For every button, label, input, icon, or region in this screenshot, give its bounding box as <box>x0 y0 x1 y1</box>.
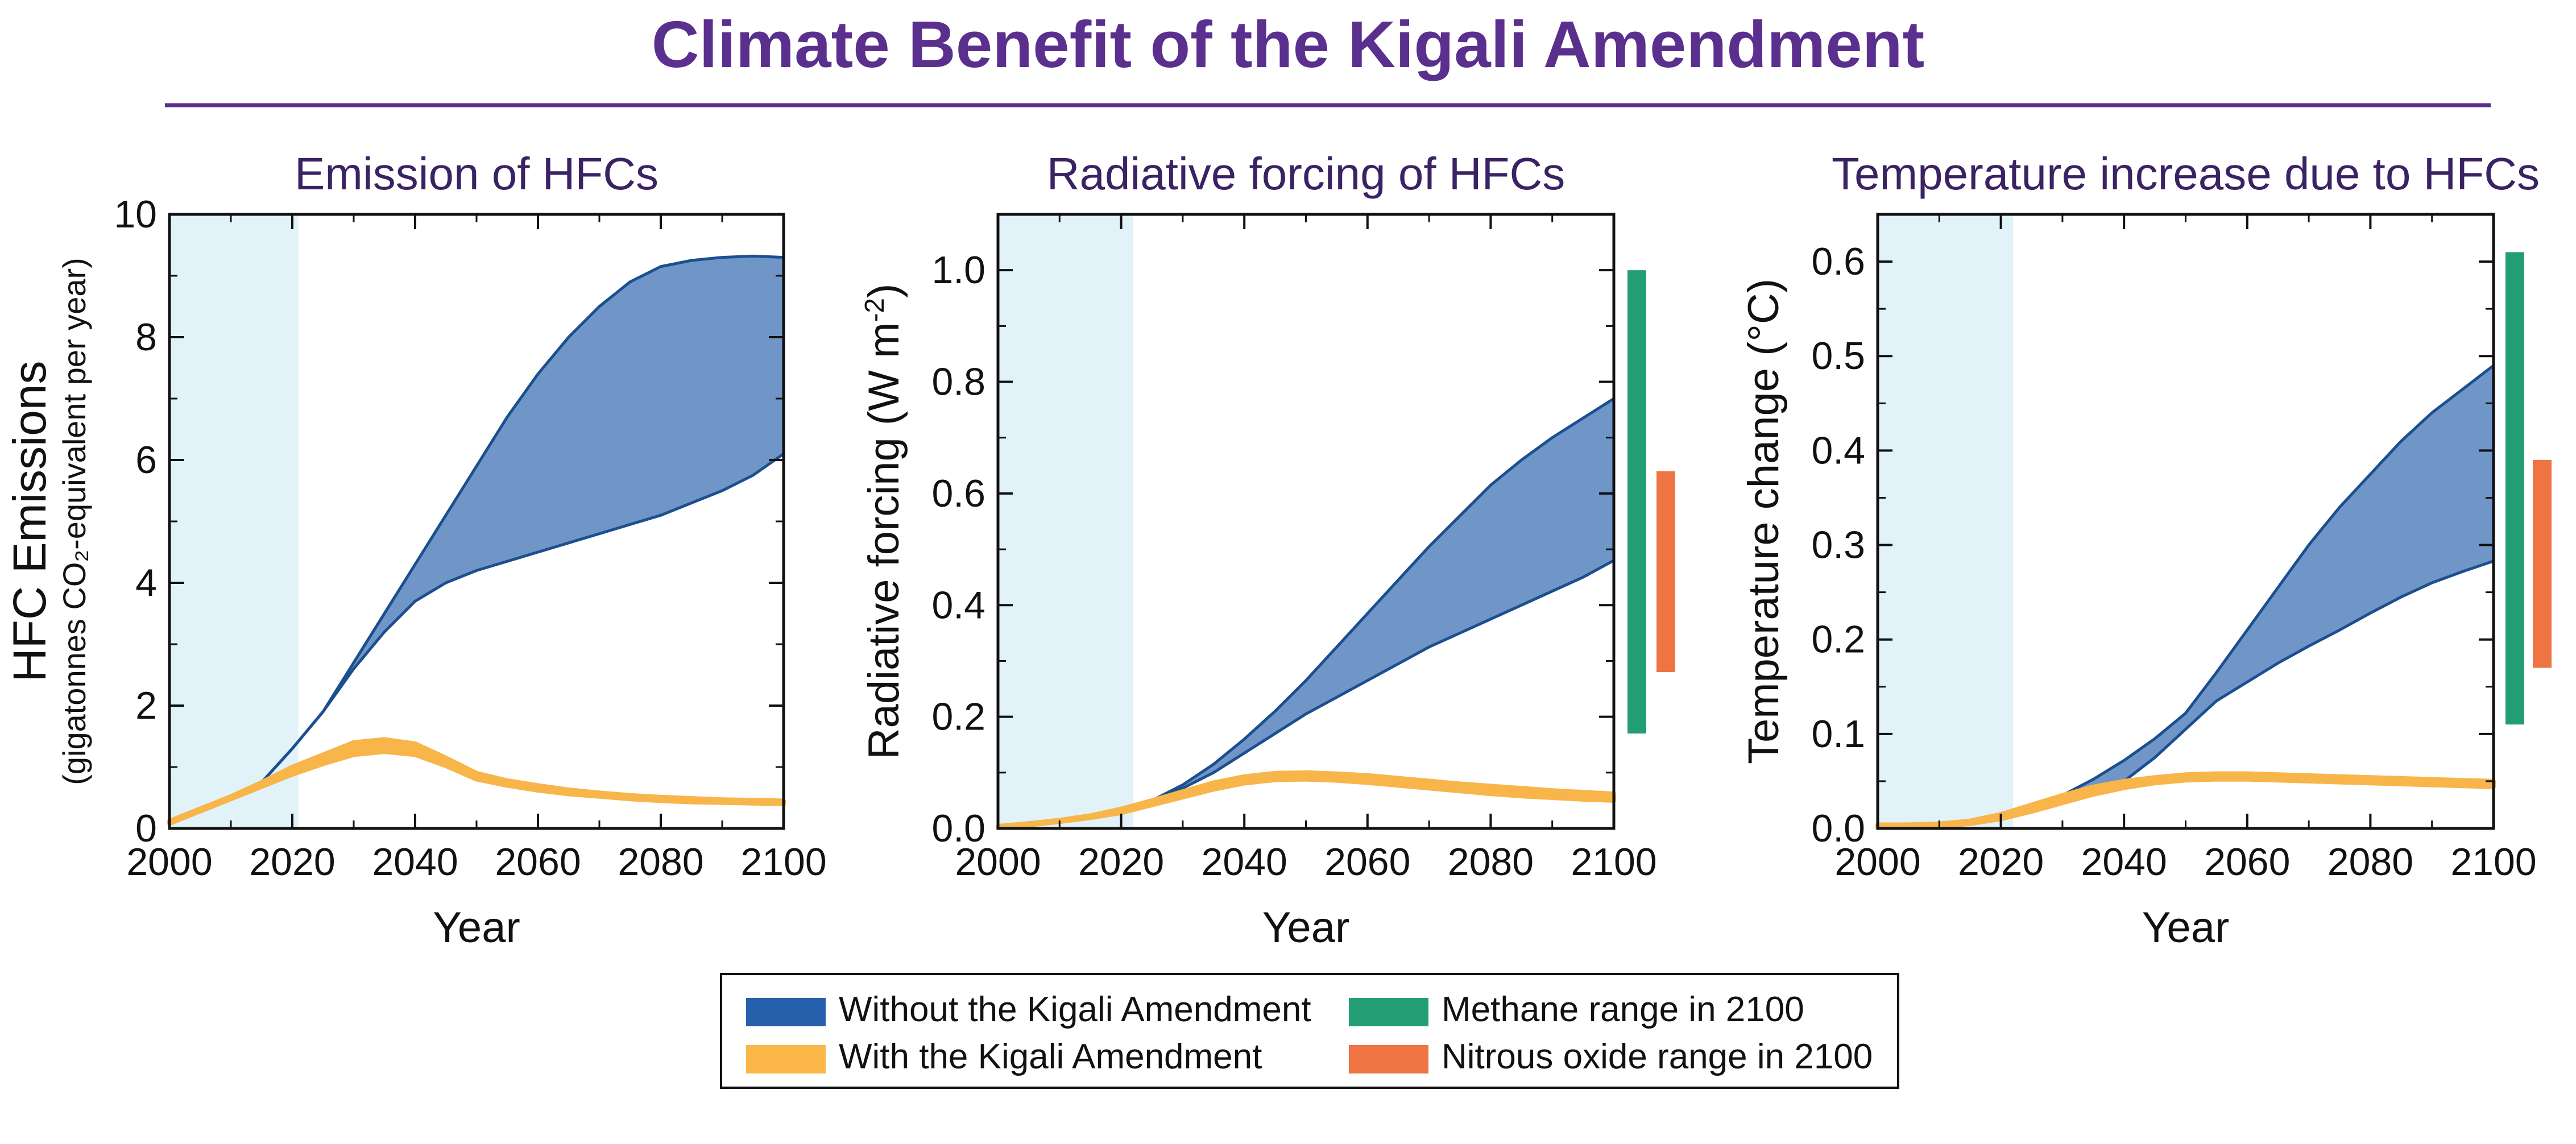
y-tick-label: 0.0 <box>1811 807 1865 850</box>
y-axis-sublabel: (gigatonnes CO₂-equivalent per year) <box>56 258 92 785</box>
x-tick-label: 2000 <box>126 840 212 884</box>
y-tick-label: 10 <box>114 193 157 236</box>
y-axis-label-end: ) <box>860 284 908 298</box>
x-tick-label: 2020 <box>1958 840 2044 884</box>
x-tick-label: 2000 <box>1834 840 1920 884</box>
without-kigali-lower-line <box>169 453 785 824</box>
y-tick-label: 0.2 <box>931 695 985 739</box>
y-tick-label: 1.0 <box>931 248 985 292</box>
x-tick-label: 2040 <box>1202 840 1287 884</box>
x-tick-label: 2100 <box>740 840 826 884</box>
legend-swatch-nitrous <box>1349 1045 1428 1073</box>
methane-range-bar <box>2505 252 2524 725</box>
x-axis-label: Year <box>433 903 520 952</box>
historical-period-shade <box>169 214 299 828</box>
y-tick-label: 0.6 <box>931 472 985 515</box>
without-kigali-band <box>1878 365 2494 826</box>
y-tick-label: 2 <box>135 684 157 727</box>
legend-label-methane: Methane range in 2100 <box>1442 990 1804 1029</box>
y-tick-label: 0.2 <box>1811 618 1865 661</box>
y-tick-label: 0.6 <box>1811 240 1865 283</box>
legend-box <box>720 973 1899 1089</box>
panel-title: Emission of HFCs <box>295 148 659 199</box>
legend-label-without: Without the Kigali Amendment <box>839 990 1311 1029</box>
x-tick-label: 2040 <box>2081 840 2167 884</box>
methane-range-bar <box>1627 270 1646 734</box>
legend-label-with: With the Kigali Amendment <box>839 1037 1262 1076</box>
x-tick-label: 2080 <box>618 840 703 884</box>
y-tick-label: 0.0 <box>931 807 985 850</box>
y-tick-label: 0.8 <box>931 360 985 404</box>
x-tick-label: 2080 <box>1448 840 1534 884</box>
x-tick-label: 2060 <box>495 840 581 884</box>
without-kigali-band <box>998 399 1614 827</box>
historical-period-shade <box>998 214 1134 828</box>
y-tick-label: 0.3 <box>1811 524 1865 567</box>
panel-title: Temperature increase due to HFCs <box>1832 148 2540 199</box>
y-axis-label: Radiative forcing (W m-2) <box>860 284 909 760</box>
x-tick-label: 2000 <box>955 840 1041 884</box>
y-axis-label-superscript: -2 <box>860 298 890 322</box>
legend-swatch-with <box>746 1045 826 1073</box>
x-tick-label: 2020 <box>1078 840 1164 884</box>
nitrous-oxide-range-bar <box>2533 460 2552 668</box>
y-tick-label: 0.1 <box>1811 712 1865 756</box>
x-tick-label: 2100 <box>1571 840 1656 884</box>
x-tick-label: 2080 <box>2327 840 2413 884</box>
figure-title: Climate Benefit of the Kigali Amendment <box>652 7 1925 81</box>
without-kigali-band <box>169 256 784 823</box>
y-tick-label: 0 <box>135 807 157 850</box>
nitrous-oxide-range-bar <box>1656 471 1675 673</box>
panel-radiative-forcing: Radiative forcing of HFCs 2000 2020 2040 206… <box>860 148 1675 952</box>
y-tick-label: 4 <box>135 561 157 604</box>
y-tick-label: 8 <box>135 316 157 359</box>
y-tick-label: 0.4 <box>931 583 985 627</box>
y-tick-label: 6 <box>135 438 157 482</box>
x-axis-label: Year <box>2142 903 2230 952</box>
y-axis-label: HFC Emissions <box>4 361 56 682</box>
x-tick-label: 2060 <box>1324 840 1410 884</box>
panel-title: Radiative forcing of HFCs <box>1047 148 1565 199</box>
legend-swatch-methane <box>1349 998 1428 1026</box>
x-tick-label: 2040 <box>372 840 458 884</box>
x-tick-label: 2060 <box>2204 840 2290 884</box>
x-tick-label: 2100 <box>2450 840 2536 884</box>
y-tick-label: 0.4 <box>1811 429 1865 472</box>
panel-temperature-change: Temperature increase due to HFCs 2000 2020… <box>1740 148 2552 952</box>
legend: Without the Kigali Amendment With the Ki… <box>720 973 1899 1089</box>
y-tick-label: 0.5 <box>1811 334 1865 378</box>
historical-period-shade <box>1878 214 2014 828</box>
legend-swatch-without <box>746 998 826 1026</box>
y-axis-label: Temperature change (°C) <box>1740 279 1788 764</box>
legend-label-nitrous: Nitrous oxide range in 2100 <box>1442 1037 1873 1076</box>
x-axis-label: Year <box>1262 903 1350 952</box>
x-tick-label: 2020 <box>249 840 335 884</box>
